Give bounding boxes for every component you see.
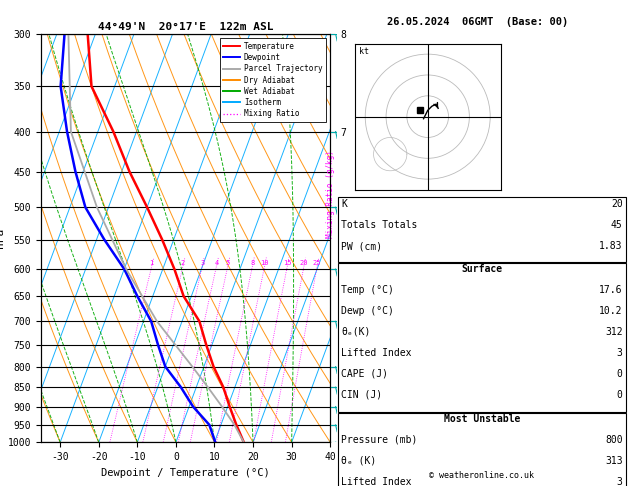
Text: 2: 2 [181,260,185,266]
Text: 26.05.2024  06GMT  (Base: 00): 26.05.2024 06GMT (Base: 00) [387,17,569,27]
Text: 15: 15 [283,260,291,266]
Text: 312: 312 [605,327,623,337]
Text: Temp (°C): Temp (°C) [341,285,394,295]
Text: Surface: Surface [461,264,503,274]
Y-axis label: km
ASL: km ASL [360,229,382,247]
Text: Pressure (mb): Pressure (mb) [341,435,417,445]
Text: 10.2: 10.2 [599,306,623,316]
Text: CAPE (J): CAPE (J) [341,368,388,379]
Text: © weatheronline.co.uk: © weatheronline.co.uk [430,471,534,480]
Text: 5: 5 [226,260,230,266]
Text: 25: 25 [313,260,321,266]
Text: Lifted Index: Lifted Index [341,477,411,486]
Text: 0: 0 [617,368,623,379]
Text: 8: 8 [250,260,255,266]
Text: 3: 3 [617,348,623,358]
Text: 800: 800 [605,435,623,445]
Text: 1: 1 [150,260,154,266]
Text: 20: 20 [611,199,623,209]
Text: 17.6: 17.6 [599,285,623,295]
Text: PW (cm): PW (cm) [341,241,382,251]
Text: 10: 10 [260,260,269,266]
Text: Most Unstable: Most Unstable [443,414,520,424]
Text: 3: 3 [200,260,204,266]
Text: 0: 0 [617,389,623,399]
Text: 4: 4 [214,260,218,266]
Text: 3: 3 [617,477,623,486]
X-axis label: Dewpoint / Temperature (°C): Dewpoint / Temperature (°C) [101,468,270,478]
Y-axis label: hPa: hPa [0,228,5,248]
Text: 313: 313 [605,456,623,466]
Text: kt: kt [359,47,369,56]
Text: θₑ (K): θₑ (K) [341,456,376,466]
Text: Dewp (°C): Dewp (°C) [341,306,394,316]
Text: 45: 45 [611,220,623,230]
Text: Mixing Ratio (g/kg): Mixing Ratio (g/kg) [326,150,335,238]
Text: 20: 20 [299,260,308,266]
Text: 1.83: 1.83 [599,241,623,251]
Legend: Temperature, Dewpoint, Parcel Trajectory, Dry Adiabat, Wet Adiabat, Isotherm, Mi: Temperature, Dewpoint, Parcel Trajectory… [220,38,326,122]
Text: Lifted Index: Lifted Index [341,348,411,358]
Text: CIN (J): CIN (J) [341,389,382,399]
Text: Totals Totals: Totals Totals [341,220,417,230]
Text: K: K [341,199,347,209]
Title: 44°49'N  20°17'E  122m ASL: 44°49'N 20°17'E 122m ASL [97,22,274,32]
Text: θₑ(K): θₑ(K) [341,327,370,337]
